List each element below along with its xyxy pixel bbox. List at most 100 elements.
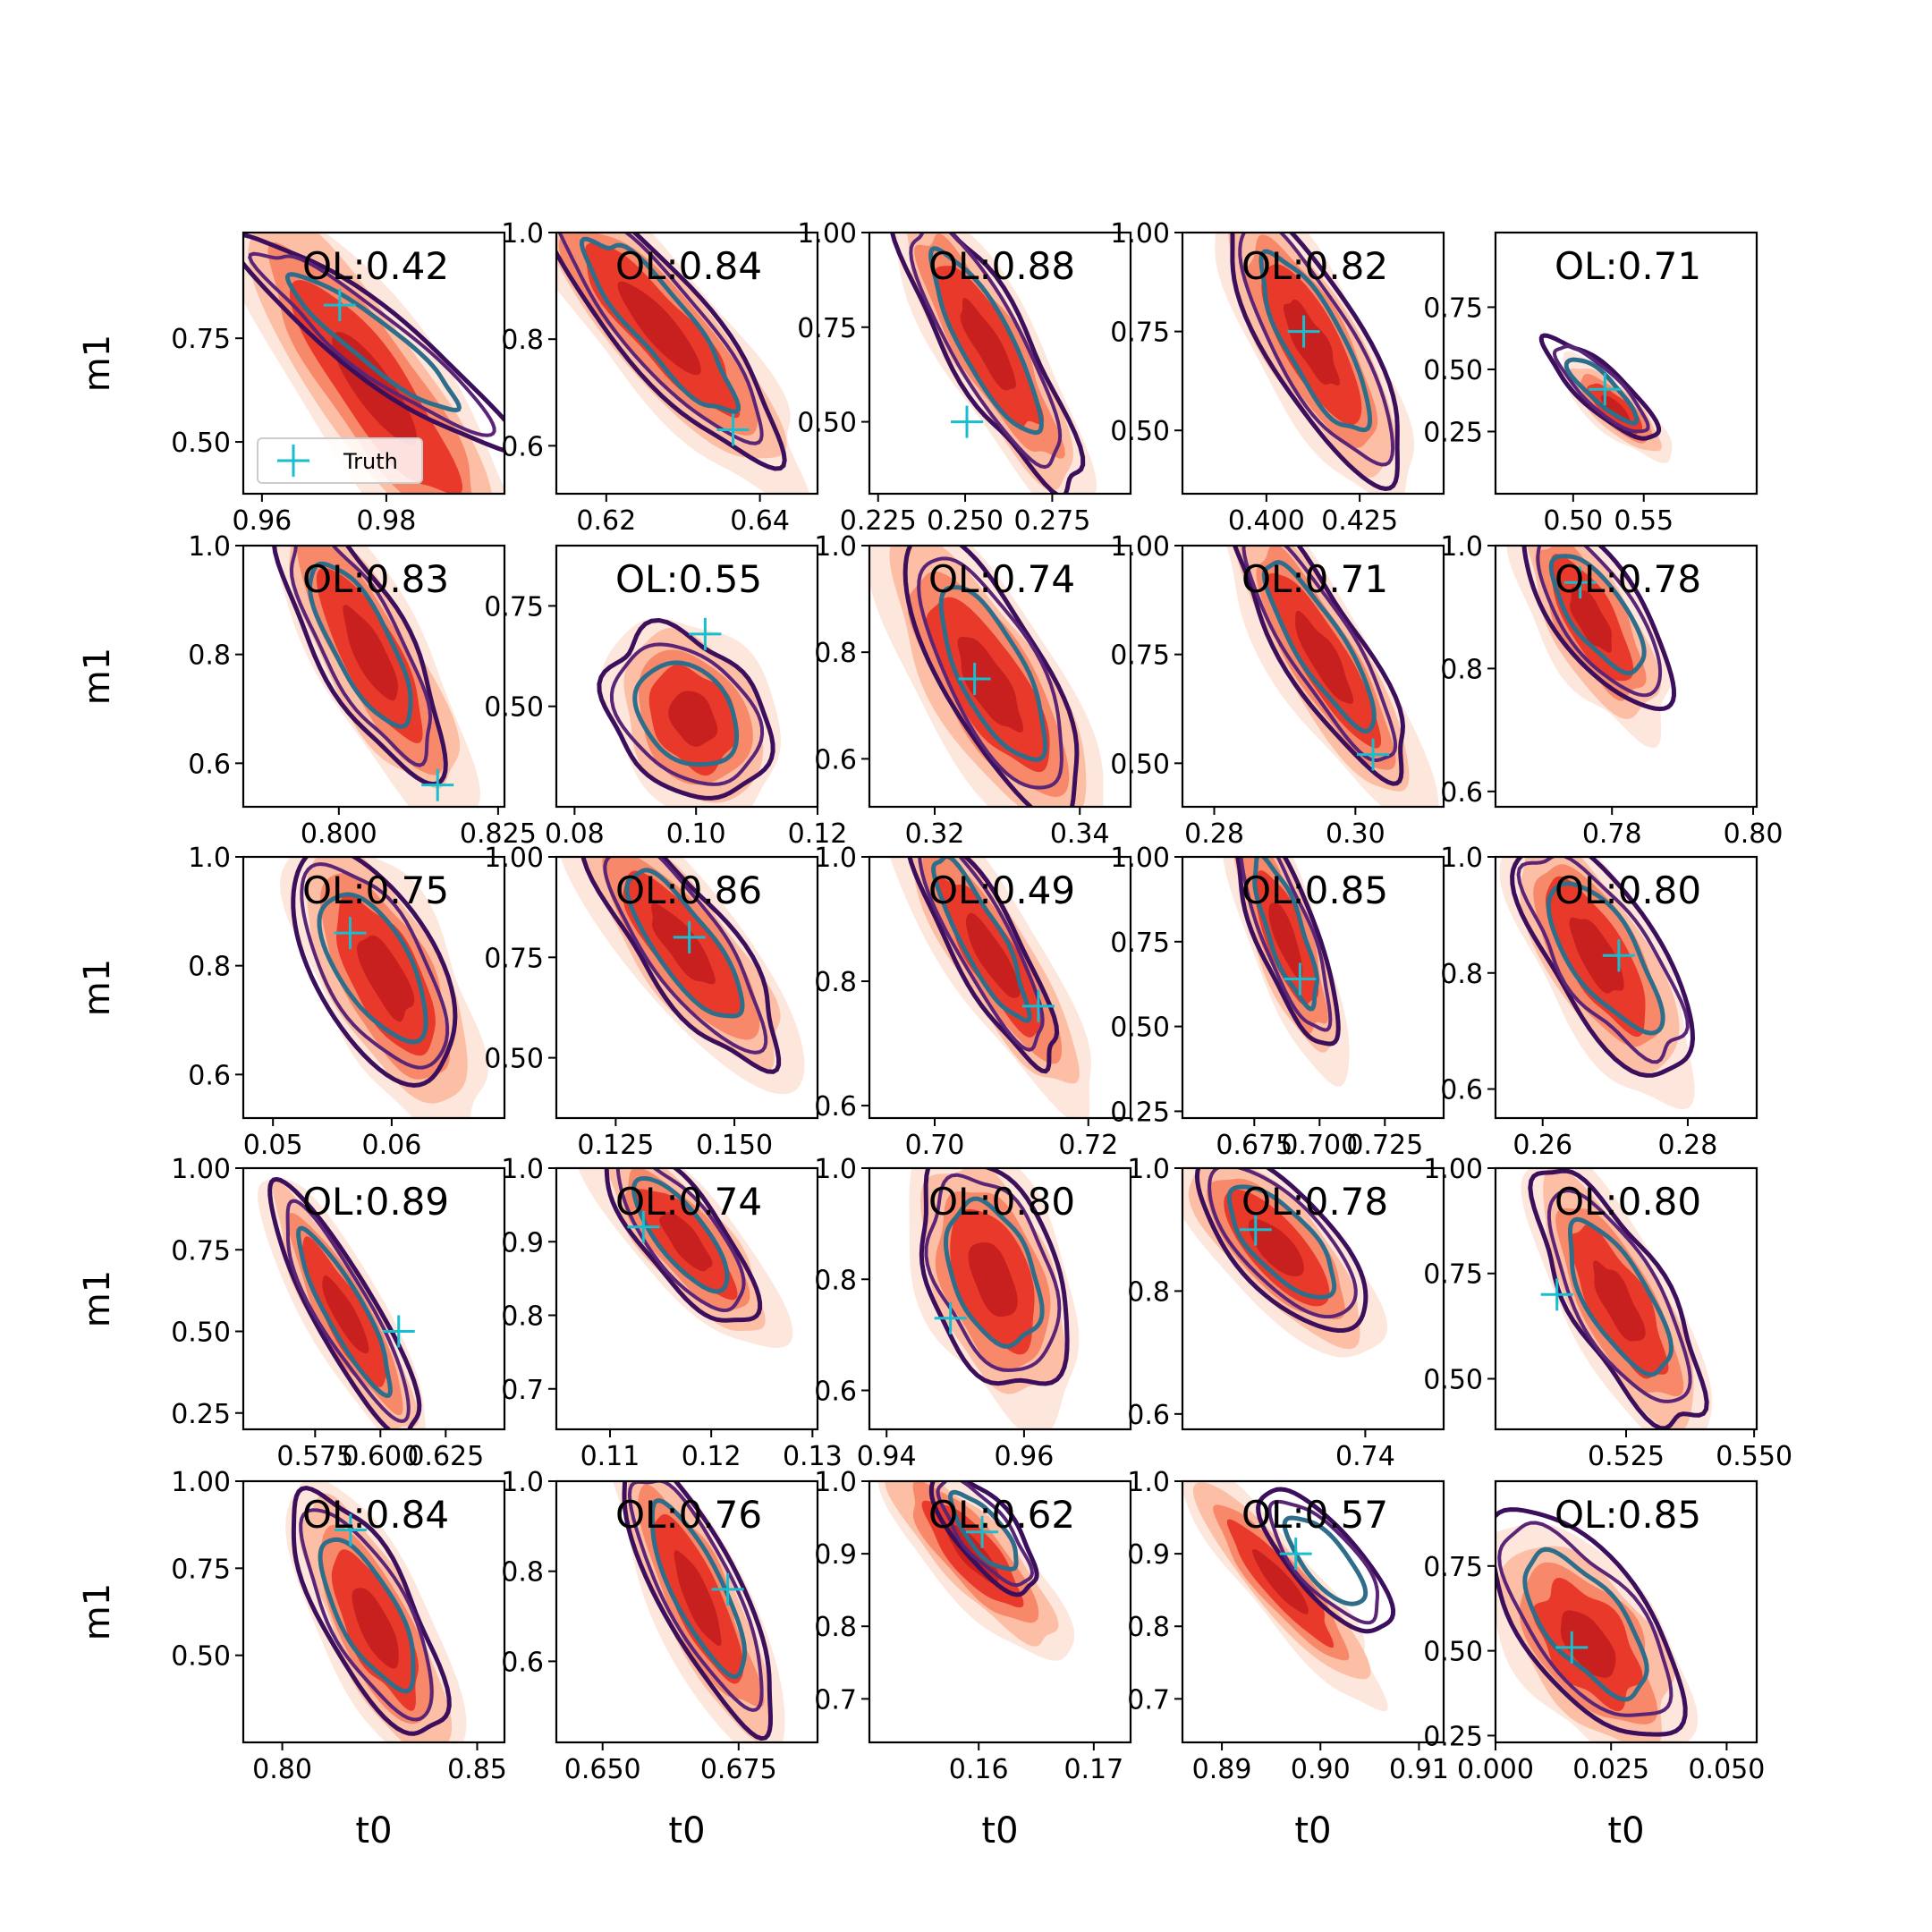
y-tick-label: 1.0 <box>1440 531 1483 563</box>
x-tick-label: 0.425 <box>1321 505 1398 537</box>
overlap-label: OL:0.71 <box>1241 557 1388 601</box>
y-tick-label: 0.50 <box>1110 416 1170 447</box>
y-tick-label: 0.50 <box>797 408 857 439</box>
panel-frame <box>1181 231 1445 496</box>
x-tick-label: 0.700 <box>1281 1130 1358 1161</box>
panel-4-4: 0.74 1.0 0.8 0.6 OL:0.78 <box>1127 1154 1445 1472</box>
contour-line-2 <box>557 233 764 445</box>
y-tick-label: 0.50 <box>171 1318 231 1349</box>
panel-frame <box>1181 1166 1445 1431</box>
contour-line-2 <box>1536 546 1663 698</box>
panel-1-5: 0.50 0.55 0.75 0.50 0.25 OL:0.71 <box>1423 231 1758 537</box>
panel-4-5: 0.525 0.550 1.00 0.75 0.50 OL:0.80 <box>1423 1154 1792 1472</box>
contour-line-2 <box>609 642 765 786</box>
density-fill-level-5 <box>1570 587 1612 653</box>
panel-4-2: 0.11 0.12 0.13 1.0 0.9 0.8 0.7 OL:0.74 <box>501 1154 842 1472</box>
contour-line-1 <box>1256 1487 1396 1634</box>
contour-line-3 <box>285 272 462 413</box>
y-tick-label: 0.75 <box>171 324 231 355</box>
contour-line-3 <box>1258 249 1372 433</box>
truth-marker <box>673 920 706 953</box>
panel-plot-area <box>556 233 810 494</box>
x-tick-label: 0.28 <box>1658 1130 1718 1161</box>
panel-plot-area <box>869 546 1104 807</box>
panel-frame <box>242 231 506 496</box>
panel-plot-area <box>1521 1168 1713 1429</box>
panel-frame <box>1494 1479 1758 1744</box>
contour-line-1 <box>604 1168 763 1323</box>
y-tick-label: 1.00 <box>1110 531 1170 563</box>
contour-line-2 <box>1238 233 1395 467</box>
contour-line-2 <box>917 556 1063 790</box>
legend-label: Truth <box>343 449 398 474</box>
x-tick-label: 0.34 <box>1050 818 1110 850</box>
contour-line-3 <box>317 892 428 1045</box>
truth-marker <box>1563 566 1597 599</box>
x-tick-label: 0.125 <box>577 1130 654 1161</box>
contour-line-1 <box>267 1176 422 1429</box>
contour-line-2 <box>924 1173 1062 1373</box>
x-tick-label: 0.05 <box>243 1130 303 1161</box>
x-tick-label: 0.825 <box>460 818 537 850</box>
panel-plot-area <box>243 233 504 494</box>
panel-5-5: 0.000 0.025 0.050 0.75 0.50 0.25 OL:0.85 t0 <box>1423 1479 1765 1852</box>
panel-1-1: 0.96 0.98 0.75 0.50 OL:0.42 m1 Truth <box>77 231 506 537</box>
y-tick-label: 0.50 <box>171 428 231 459</box>
contour-line-2 <box>285 1199 411 1424</box>
x-tick-label: 0.80 <box>252 1754 312 1785</box>
overlap-label: OL:0.74 <box>615 1180 762 1224</box>
y-axis-title: m1 <box>77 959 118 1016</box>
panel-plot-area <box>877 1481 1075 1661</box>
overlap-label: OL:0.74 <box>928 557 1075 601</box>
contour-line-3 <box>318 1537 416 1694</box>
y-tick-label: 0.50 <box>1423 1637 1483 1668</box>
x-tick-label: 0.025 <box>1572 1754 1649 1785</box>
panel-1-4: 0.400 0.425 1.00 0.75 0.50 OL:0.82 <box>1110 218 1445 537</box>
overlap-label: OL:0.76 <box>615 1493 762 1537</box>
contour-line-3 <box>632 660 740 767</box>
panel-frame <box>1494 231 1758 496</box>
x-tick-label: 0.250 <box>927 505 1004 537</box>
y-tick-label: 0.25 <box>1110 1097 1170 1128</box>
y-tick-label: 0.9 <box>814 1539 857 1571</box>
x-tick-label: 0.78 <box>1582 818 1642 850</box>
x-tick-label: 0.89 <box>1192 1754 1252 1785</box>
y-tick-label: 0.75 <box>1423 292 1483 324</box>
y-tick-label: 0.7 <box>1127 1684 1170 1716</box>
x-tick-label: 0.55 <box>1614 505 1674 537</box>
y-tick-label: 0.75 <box>797 313 857 344</box>
x-tick-label: 0.675 <box>1216 1130 1292 1161</box>
x-tick-label: 0.150 <box>696 1130 773 1161</box>
panel-plot-area <box>1226 546 1439 807</box>
y-tick-label: 1.0 <box>814 1154 857 1185</box>
panel-3-5: 0.26 0.28 1.0 0.8 0.6 OL:0.80 <box>1440 843 1758 1161</box>
contour-line-1 <box>1230 233 1400 492</box>
truth-marker <box>716 413 750 446</box>
x-tick-label: 0.725 <box>1346 1130 1423 1161</box>
y-tick-label: 0.8 <box>188 640 231 672</box>
panel-2-1: 0.800 0.825 1.0 0.8 0.6 OL:0.83 m1 <box>77 531 537 850</box>
y-tick-label: 0.50 <box>1110 1013 1170 1044</box>
panel-frame <box>1181 544 1445 809</box>
y-tick-label: 0.75 <box>1110 318 1170 349</box>
contour-line-1 <box>1538 333 1662 441</box>
truth-marker <box>323 289 356 322</box>
contour-line-2 <box>1241 546 1398 762</box>
panel-frame <box>1181 1479 1445 1744</box>
overlap-label: OL:0.82 <box>1241 244 1388 288</box>
overlap-label: OL:0.57 <box>1241 1493 1388 1537</box>
density-fill-level-5 <box>965 912 1021 998</box>
contour-line-1 <box>1521 546 1677 712</box>
contour-line-3 <box>938 584 1048 762</box>
y-tick-label: 0.6 <box>1440 777 1483 809</box>
contour-line-3 <box>1252 857 1319 1012</box>
y-tick-label: 0.50 <box>171 1641 231 1673</box>
panel-plot-area <box>1182 1168 1388 1358</box>
density-fill-level-5 <box>651 902 716 985</box>
overlap-label: OL:0.78 <box>1555 557 1701 601</box>
truth-marker <box>958 662 991 695</box>
density-fill-level-5 <box>1268 902 1303 979</box>
overlap-label: OL:0.49 <box>928 869 1075 912</box>
overlap-label: OL:0.84 <box>302 1493 449 1537</box>
x-tick-label: 0.08 <box>545 818 605 850</box>
